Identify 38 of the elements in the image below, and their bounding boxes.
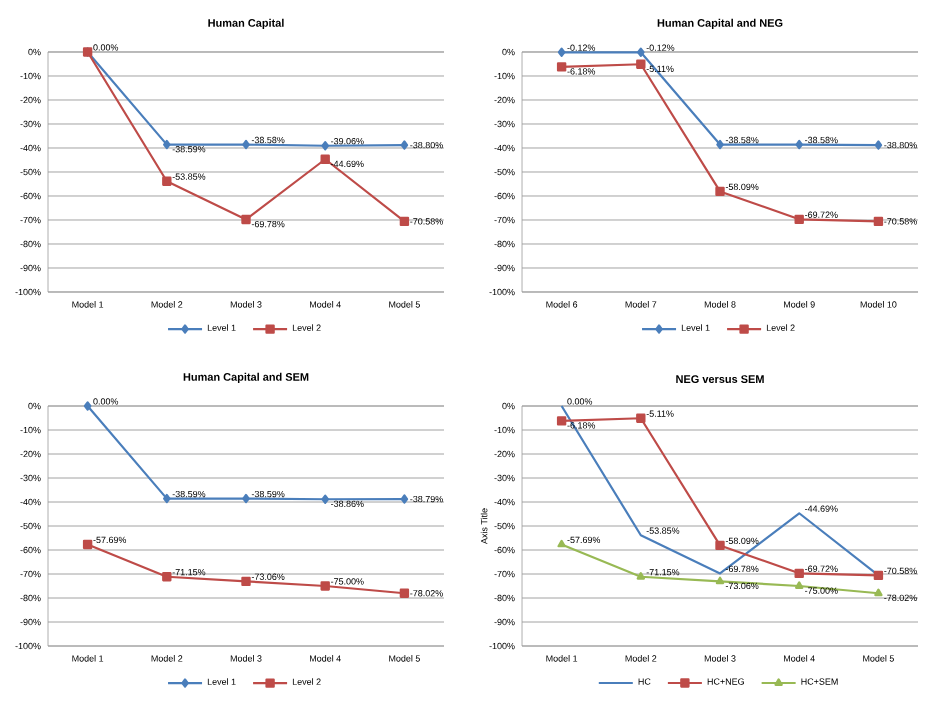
point — [795, 139, 804, 150]
point — [636, 413, 646, 423]
point — [321, 494, 330, 504]
point — [400, 140, 409, 150]
point — [636, 59, 646, 69]
point — [399, 216, 410, 227]
point — [636, 572, 646, 580]
point — [400, 494, 409, 504]
point — [556, 416, 567, 426]
point — [716, 139, 724, 150]
point — [241, 214, 251, 225]
point — [873, 570, 884, 581]
point — [320, 581, 330, 591]
point — [874, 588, 883, 597]
point — [874, 140, 883, 150]
point — [162, 176, 172, 186]
point — [873, 216, 884, 227]
point — [557, 47, 566, 57]
point — [242, 493, 250, 504]
point — [557, 539, 566, 548]
point — [163, 493, 171, 504]
point — [242, 139, 250, 150]
point — [82, 539, 93, 550]
point — [162, 572, 172, 582]
point — [715, 186, 725, 197]
point — [83, 401, 92, 411]
point — [795, 581, 804, 589]
point — [794, 568, 804, 579]
point — [715, 576, 725, 585]
point — [241, 576, 251, 587]
point — [320, 154, 330, 164]
point — [399, 588, 410, 598]
point — [163, 139, 171, 150]
point — [715, 540, 725, 551]
point — [556, 62, 567, 72]
point — [637, 47, 645, 57]
point — [794, 214, 804, 225]
point — [321, 141, 330, 151]
